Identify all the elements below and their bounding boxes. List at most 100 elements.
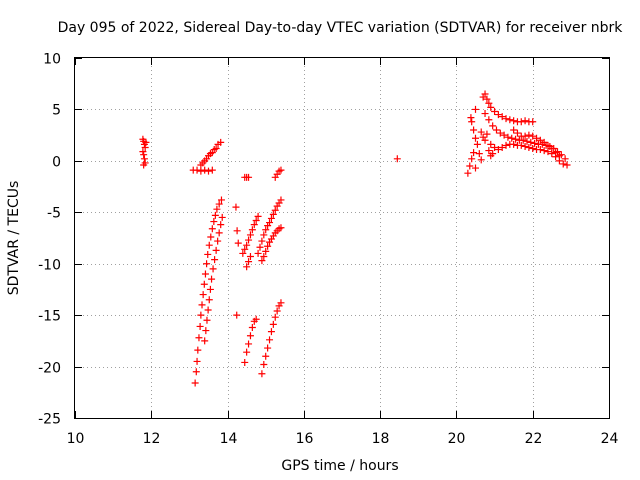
data-point bbox=[211, 256, 219, 264]
data-point bbox=[481, 90, 489, 98]
x-axis-label: GPS time / hours bbox=[281, 458, 398, 474]
data-point bbox=[199, 291, 207, 299]
series-s12 bbox=[464, 105, 485, 177]
series-s1 bbox=[139, 135, 150, 169]
data-point bbox=[540, 147, 548, 155]
data-point bbox=[271, 313, 279, 321]
data-point bbox=[517, 141, 525, 149]
data-point bbox=[548, 145, 556, 153]
data-point bbox=[202, 327, 210, 335]
data-point bbox=[239, 249, 247, 257]
data-point bbox=[218, 213, 226, 221]
data-point bbox=[262, 352, 270, 360]
data-point bbox=[508, 134, 516, 142]
data-point bbox=[254, 212, 262, 220]
y-tick-label: 0 bbox=[52, 155, 61, 171]
x-tick-label: 14 bbox=[220, 431, 238, 447]
series-s3 bbox=[191, 196, 225, 387]
axis-ticks bbox=[75, 58, 610, 419]
data-point bbox=[277, 299, 285, 307]
data-point bbox=[260, 253, 268, 261]
data-point bbox=[267, 328, 275, 336]
series-s5 bbox=[232, 173, 253, 319]
data-point bbox=[203, 260, 211, 268]
data-point bbox=[477, 128, 485, 136]
data-point bbox=[260, 361, 268, 369]
data-point bbox=[393, 155, 401, 163]
data-point bbox=[210, 218, 218, 226]
series-s10 bbox=[258, 299, 285, 378]
data-point bbox=[246, 332, 254, 340]
data-point bbox=[243, 263, 251, 271]
data-point bbox=[208, 275, 216, 283]
y-tick-label: -25 bbox=[38, 412, 61, 428]
data-point bbox=[248, 323, 256, 331]
data-points bbox=[139, 90, 571, 387]
data-point bbox=[207, 233, 215, 241]
data-point bbox=[491, 107, 499, 115]
x-tick-label: 10 bbox=[67, 431, 85, 447]
data-point bbox=[481, 110, 489, 118]
data-point bbox=[206, 285, 214, 293]
y-tick-label: -5 bbox=[47, 206, 61, 222]
data-point bbox=[527, 138, 535, 146]
data-point bbox=[195, 334, 203, 342]
data-point bbox=[201, 166, 209, 174]
data-point bbox=[273, 307, 281, 315]
data-point bbox=[472, 105, 479, 113]
data-point bbox=[140, 161, 148, 169]
data-point bbox=[552, 149, 560, 157]
data-point bbox=[481, 136, 489, 144]
data-point bbox=[561, 155, 569, 163]
data-point bbox=[212, 145, 220, 153]
data-point bbox=[559, 160, 567, 168]
data-point bbox=[277, 224, 285, 232]
data-point bbox=[489, 150, 497, 158]
data-point bbox=[193, 357, 201, 365]
data-point bbox=[473, 140, 481, 148]
data-point bbox=[248, 226, 256, 234]
data-point bbox=[245, 173, 253, 181]
data-point bbox=[269, 320, 277, 328]
data-point bbox=[529, 132, 537, 140]
data-point bbox=[198, 301, 206, 309]
x-tick-label: 24 bbox=[601, 431, 619, 447]
data-point bbox=[205, 152, 212, 160]
data-point bbox=[241, 358, 249, 366]
data-point bbox=[470, 126, 478, 134]
series-s7 bbox=[241, 315, 260, 366]
data-point bbox=[266, 336, 274, 344]
data-point bbox=[510, 140, 518, 148]
data-point bbox=[217, 138, 225, 146]
data-point bbox=[521, 142, 529, 150]
data-point bbox=[485, 147, 493, 155]
x-tick-label: 12 bbox=[143, 431, 161, 447]
series-s9 bbox=[271, 166, 285, 181]
data-point bbox=[491, 143, 499, 151]
x-tick-label: 18 bbox=[372, 431, 390, 447]
data-point bbox=[536, 146, 544, 154]
y-tick-label: -20 bbox=[38, 361, 61, 377]
data-point bbox=[472, 134, 479, 142]
data-point bbox=[525, 131, 533, 139]
data-point bbox=[544, 141, 552, 149]
data-point bbox=[246, 253, 254, 261]
data-point bbox=[475, 150, 483, 158]
data-point bbox=[477, 156, 485, 164]
data-point bbox=[487, 140, 495, 148]
data-point bbox=[243, 241, 251, 249]
series-s16 bbox=[510, 126, 563, 160]
data-point bbox=[563, 161, 571, 169]
data-point bbox=[213, 205, 221, 213]
x-tick-label: 16 bbox=[296, 431, 314, 447]
data-point bbox=[467, 114, 475, 122]
data-point bbox=[205, 241, 213, 249]
data-point bbox=[506, 116, 514, 124]
y-tick-label: 5 bbox=[52, 103, 61, 119]
data-point bbox=[245, 258, 253, 266]
data-point bbox=[502, 141, 510, 149]
data-point bbox=[141, 143, 149, 151]
data-point bbox=[140, 151, 148, 159]
data-point bbox=[201, 270, 209, 278]
data-point bbox=[264, 344, 272, 352]
